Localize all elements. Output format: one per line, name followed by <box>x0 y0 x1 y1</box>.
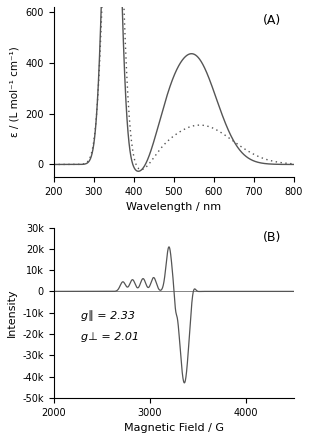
X-axis label: Wavelength / nm: Wavelength / nm <box>126 202 221 213</box>
Text: (A): (A) <box>263 14 281 27</box>
X-axis label: Magnetic Field / G: Magnetic Field / G <box>124 423 224 433</box>
Text: g∥ = 2.33: g∥ = 2.33 <box>81 310 135 321</box>
Y-axis label: ε / (L mol⁻¹ cm⁻¹): ε / (L mol⁻¹ cm⁻¹) <box>10 47 20 137</box>
Text: g⊥ = 2.01: g⊥ = 2.01 <box>81 332 139 342</box>
Text: (B): (B) <box>263 231 281 244</box>
Y-axis label: Intensity: Intensity <box>7 288 17 337</box>
